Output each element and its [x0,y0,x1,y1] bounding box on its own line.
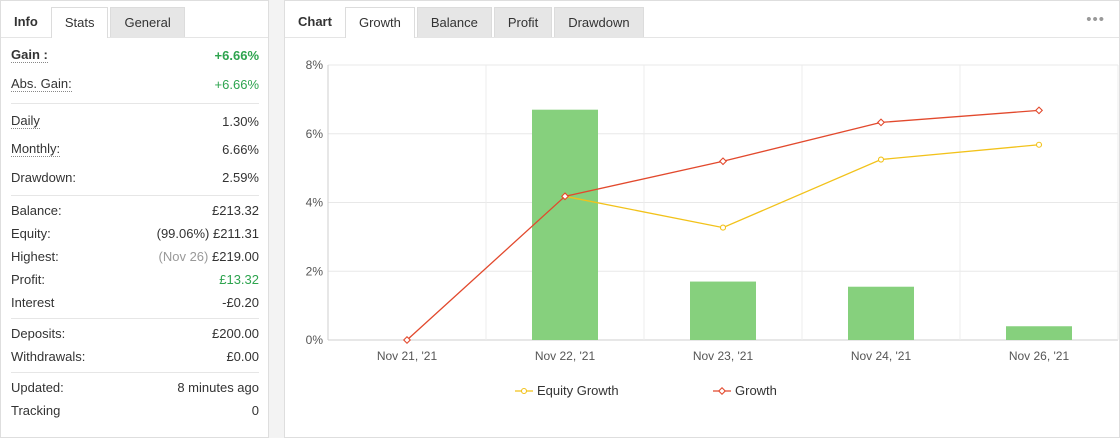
data-point [560,192,570,201]
stats-list: Gain : +6.66% Abs. Gain: +6.66% Daily 1.… [1,38,268,426]
bar [1006,326,1072,340]
updated-value: 8 minutes ago [177,380,259,395]
tab-profit[interactable]: Profit [493,7,553,37]
deposits-label: Deposits: [11,326,66,341]
data-point [877,156,885,163]
legend-marker [717,386,727,396]
profit-label: Profit: [11,272,45,287]
y-tick-label: 8% [306,58,324,72]
data-point [402,335,412,345]
bar [532,109,598,340]
tab-info[interactable]: Info [14,14,38,29]
data-point [719,224,727,231]
monthly-row: Monthly: 6.66% [11,135,259,163]
transfers-group: Deposits: £200.00 Withdrawals: £0.00 [11,319,259,373]
legend-label: Growth [735,383,777,398]
highest-value-wrap: (Nov 26) £219.00 [159,249,259,264]
profit-value: £13.32 [219,272,259,287]
abs-gain-value: +6.66% [214,77,259,92]
abs-gain-label[interactable]: Abs. Gain: [11,76,72,92]
withdrawals-label: Withdrawals: [11,349,86,364]
highest-row: Highest: (Nov 26) £219.00 [11,245,259,268]
more-options-icon[interactable]: ••• [1086,11,1105,28]
updated-row: Updated: 8 minutes ago [11,376,259,399]
balance-row: Balance: £213.32 [11,199,259,222]
tab-stats[interactable]: Stats [50,7,109,38]
drawdown-row: Drawdown: 2.59% [11,163,259,191]
interest-label: Interest [11,295,55,310]
stats-panel: Info Stats General Gain : +6.66% Abs. Ga… [0,0,269,438]
legend-label: Equity Growth [537,383,619,398]
data-point [1034,106,1044,115]
highest-value: £219.00 [212,249,259,264]
highest-label: Highest: [11,249,59,264]
profit-row: Profit: £13.32 [11,268,259,291]
daily-value: 1.30% [222,113,259,129]
data-point [876,118,886,127]
drawdown-value: 2.59% [222,169,259,185]
deposits-row: Deposits: £200.00 [11,322,259,345]
updated-label: Updated: [11,380,64,395]
withdrawals-row: Withdrawals: £0.00 [11,345,259,368]
y-tick-label: 0% [306,333,324,347]
data-point [718,157,728,166]
tab-balance[interactable]: Balance [416,7,492,37]
y-tick-label: 2% [306,264,324,278]
rates-group: Daily 1.30% Monthly: 6.66% Drawdown: 2.5… [11,104,259,196]
balance-value: £213.32 [212,203,259,218]
gain-group: Gain : +6.66% Abs. Gain: +6.66% [11,38,259,104]
tab-chart[interactable]: Chart [298,14,332,29]
chart-panel: Chart Growth Balance Profit Drawdown •••… [284,0,1120,438]
growth-chart: 0% 2% 4% 6% 8% Nov 21, '21 Nov 22, '21 Nov 23, … [285,39,1119,437]
deposits-value: £200.00 [212,326,259,341]
series-line [564,144,1040,229]
y-tick-label: 6% [306,127,324,141]
x-tick-label: Nov 23, '21 [693,349,754,363]
legend-marker [520,387,528,395]
equity-row: Equity: (99.06%) £211.31 [11,222,259,245]
balance-label: Balance: [11,203,62,218]
x-tick-label: Nov 21, '21 [377,349,438,363]
interest-row: Interest -£0.20 [11,291,259,314]
tracking-label: Tracking [11,403,61,418]
tracking-row: Tracking 0 [11,399,259,422]
monthly-label[interactable]: Monthly: [11,140,61,157]
gain-label[interactable]: Gain : [11,47,48,63]
account-group: Balance: £213.32 Equity: (99.06%) £211.3… [11,196,259,319]
bar [690,281,756,340]
tab-drawdown[interactable]: Drawdown [554,7,644,37]
highest-date: (Nov 26) [158,249,209,264]
y-tick-label: 4% [306,196,324,210]
bar [848,286,914,340]
chart-tabs: Chart Growth Balance Profit Drawdown ••• [285,1,1119,38]
monthly-value: 6.66% [222,141,259,157]
equity-label: Equity: [11,226,51,241]
growth-chart-svg: 0% 2% 4% 6% 8% Nov 21, '21 Nov 22, '21 Nov 23, … [306,58,1119,398]
gain-value: +6.66% [214,48,259,63]
drawdown-label: Drawdown: [11,169,77,185]
data-point [1035,141,1043,148]
daily-row: Daily 1.30% [11,107,259,135]
meta-group: Updated: 8 minutes ago Tracking 0 [11,373,259,426]
abs-gain-row: Abs. Gain: +6.66% [11,70,259,99]
tab-growth[interactable]: Growth [344,7,415,38]
stats-tabs: Info Stats General [1,1,268,38]
x-tick-label: Nov 22, '21 [535,349,596,363]
withdrawals-value: £0.00 [226,349,259,364]
x-tick-label: Nov 24, '21 [851,349,912,363]
interest-value: -£0.20 [222,295,259,310]
tab-general[interactable]: General [110,7,185,37]
x-tick-label: Nov 26, '21 [1009,349,1070,363]
equity-value: (99.06%) £211.31 [156,226,259,241]
gain-row: Gain : +6.66% [11,41,259,70]
tracking-value: 0 [251,403,259,418]
daily-label[interactable]: Daily [11,112,40,129]
